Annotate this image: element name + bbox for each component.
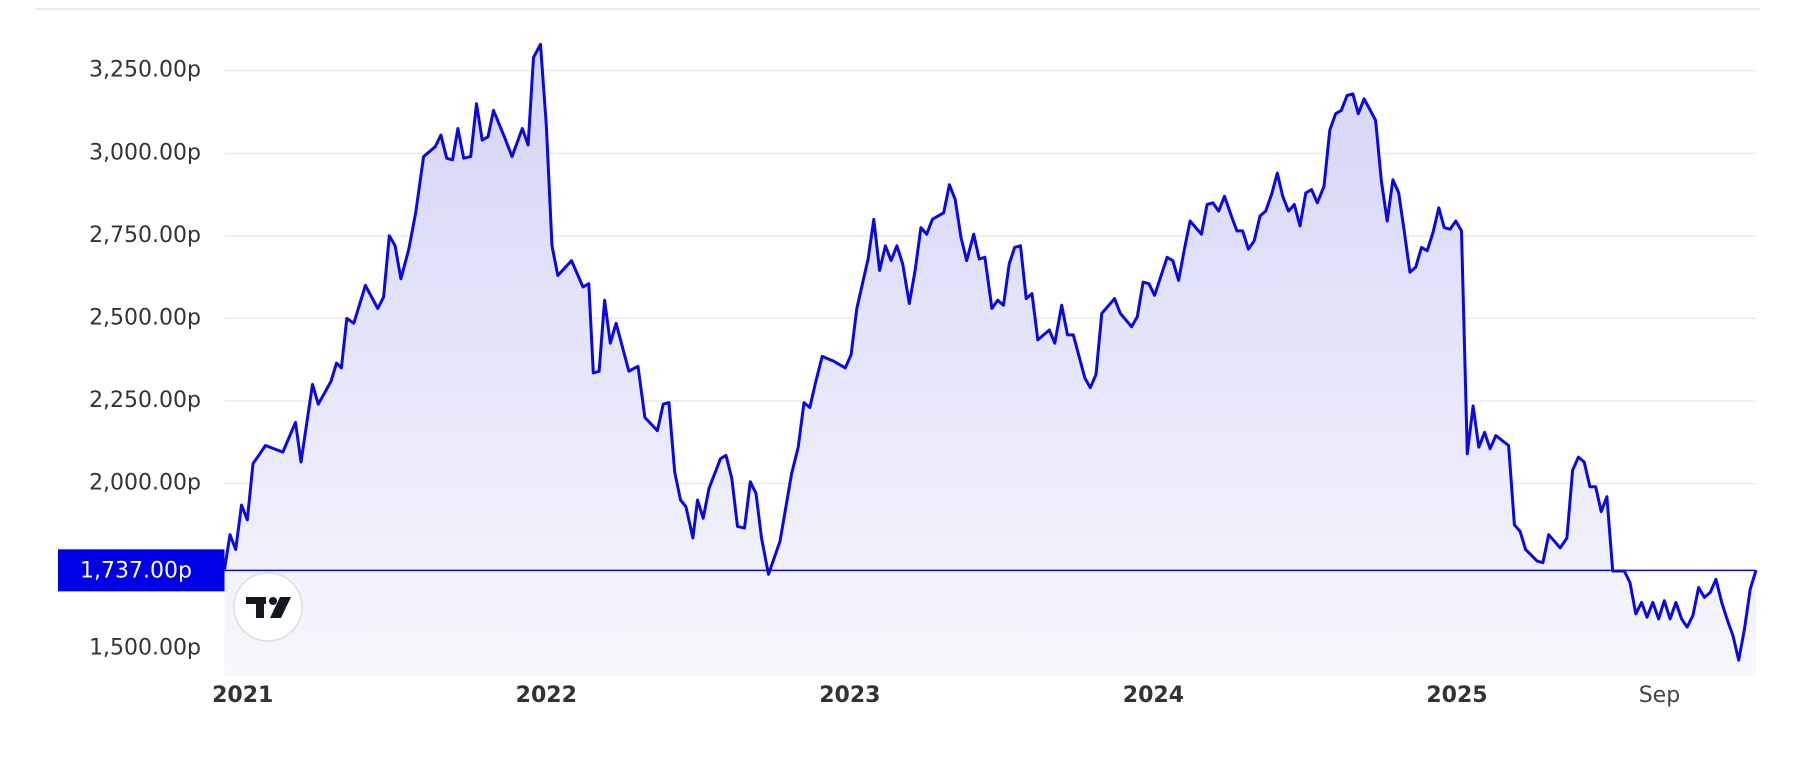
price-line xyxy=(223,42,1758,662)
plot xyxy=(223,42,1758,677)
y-tick-label: 3,250.00p xyxy=(89,58,201,83)
area xyxy=(224,44,1756,677)
x-tick-label: 2024 xyxy=(1123,683,1184,708)
y-tick-label: 1,500.00p xyxy=(89,636,201,661)
labels: 1,500.00p 2,000.00p 2,250.00p 2,500.00p 2,75… xyxy=(58,58,1680,708)
current-price-label: 1,737.00p xyxy=(80,558,192,583)
y-tick-label: 2,250.00p xyxy=(89,388,201,413)
x-tick-label: 2023 xyxy=(819,683,880,708)
current-price-box xyxy=(58,549,225,592)
tradingview-logo xyxy=(233,572,303,642)
x-tick-label: 2021 xyxy=(212,683,273,708)
x-tick-label: Sep xyxy=(1639,683,1680,708)
y-tick-label: 2,000.00p xyxy=(89,470,201,495)
x-tick-label: 2025 xyxy=(1426,683,1487,708)
x-tick-label: 2022 xyxy=(516,683,577,708)
y-tick-label: 2,750.00p xyxy=(89,223,201,248)
y-tick-label: 2,500.00p xyxy=(89,305,201,330)
y-tick-label: 3,000.00p xyxy=(89,140,201,165)
